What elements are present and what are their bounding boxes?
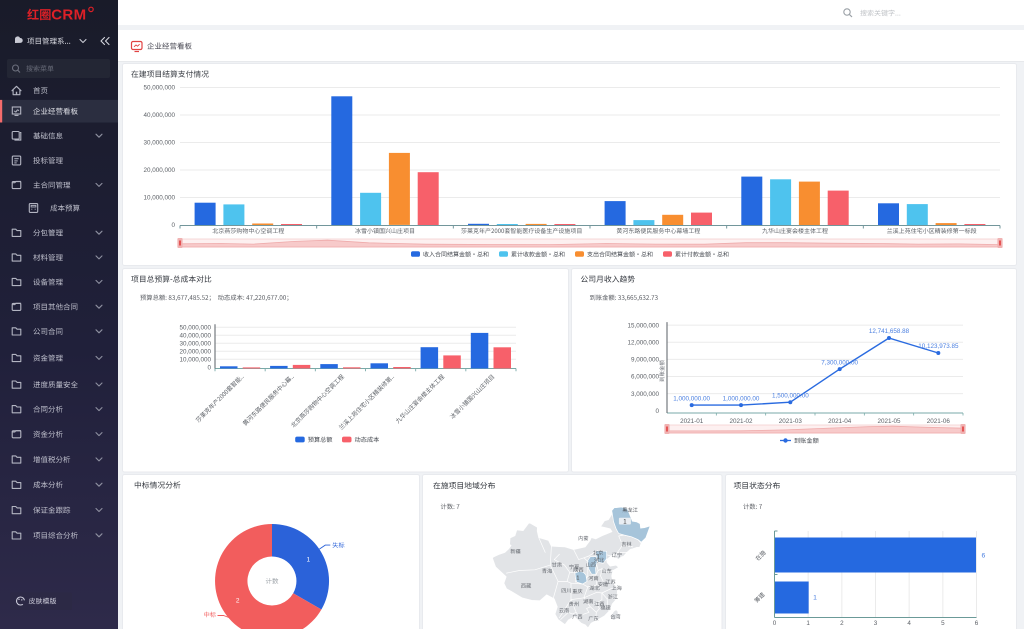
svg-text:6,000,000: 6,000,000	[631, 374, 660, 381]
svg-text:15,000,000: 15,000,000	[627, 322, 659, 329]
svg-text:1,000,000.00: 1,000,000.00	[723, 396, 760, 403]
svg-text:10,123,973.85: 10,123,973.85	[918, 343, 959, 350]
svg-text:0: 0	[207, 365, 211, 372]
svg-text:20,000,000: 20,000,000	[179, 349, 211, 356]
svg-text:2021-05: 2021-05	[877, 418, 901, 425]
svg-text:0: 0	[171, 222, 175, 229]
svg-text:12,741,658.88: 12,741,658.88	[869, 328, 910, 335]
svg-text:1: 1	[623, 519, 627, 525]
svg-text:0: 0	[773, 620, 777, 627]
svg-text:2021-01: 2021-01	[680, 418, 704, 425]
svg-text:CRM: CRM	[51, 7, 86, 24]
svg-text:3: 3	[874, 620, 878, 627]
svg-text:50,000,000: 50,000,000	[179, 325, 211, 332]
svg-text:1: 1	[597, 555, 600, 561]
svg-text:0: 0	[655, 408, 659, 415]
svg-text:7,300,000.00: 7,300,000.00	[821, 360, 858, 367]
svg-text:6: 6	[982, 553, 986, 560]
svg-text:4: 4	[907, 620, 911, 627]
svg-text:1,500,000.00: 1,500,000.00	[772, 393, 809, 400]
svg-text:30,000,000: 30,000,000	[179, 341, 211, 348]
svg-text:9,000,000: 9,000,000	[631, 357, 660, 364]
svg-text:5: 5	[941, 620, 945, 627]
svg-text:2021-04: 2021-04	[828, 418, 852, 425]
svg-text:2: 2	[236, 597, 240, 604]
svg-text:6: 6	[975, 620, 979, 627]
svg-text:12,000,000: 12,000,000	[627, 339, 659, 346]
svg-text:2021-06: 2021-06	[927, 418, 951, 425]
svg-text:50,000,000: 50,000,000	[143, 85, 175, 92]
svg-text:30,000,000: 30,000,000	[143, 140, 175, 147]
svg-text:40,000,000: 40,000,000	[179, 333, 211, 340]
svg-text:1: 1	[813, 595, 817, 602]
svg-text:2021-02: 2021-02	[729, 418, 753, 425]
svg-text:1: 1	[576, 575, 579, 581]
svg-text:3,000,000: 3,000,000	[631, 391, 660, 398]
svg-text:10,000,000: 10,000,000	[179, 357, 211, 364]
svg-text:2021-03: 2021-03	[779, 418, 803, 425]
svg-text:1: 1	[306, 557, 310, 564]
svg-text:2: 2	[840, 620, 844, 627]
svg-text:1: 1	[806, 620, 810, 627]
svg-text:20,000,000: 20,000,000	[143, 167, 175, 174]
svg-text:40,000,000: 40,000,000	[143, 112, 175, 119]
svg-text:1,000,000.00: 1,000,000.00	[673, 396, 710, 403]
svg-text:10,000,000: 10,000,000	[143, 195, 175, 202]
